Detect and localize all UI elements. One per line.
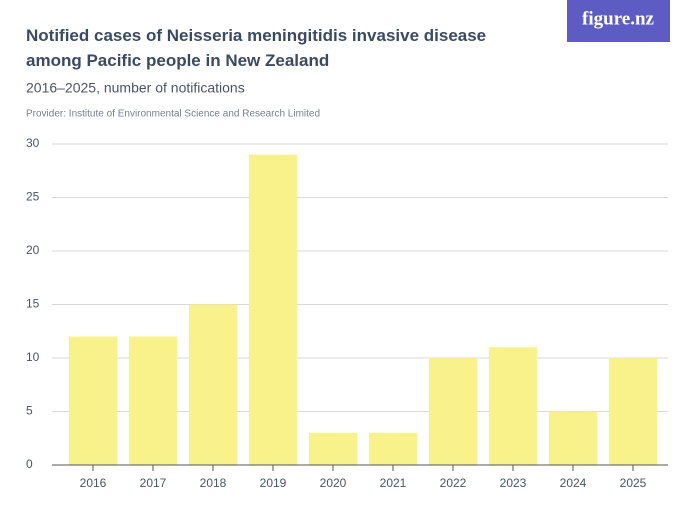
bar [489, 347, 537, 465]
y-tick-label: 30 [26, 136, 40, 150]
x-tick-label: 2017 [140, 476, 167, 490]
y-tick-label: 20 [26, 243, 40, 257]
y-tick-label: 10 [26, 350, 40, 364]
chart-subtitle: 2016–2025, number of notifications [26, 80, 245, 96]
bar [189, 304, 237, 465]
bar [129, 336, 177, 465]
x-tick-label: 2021 [380, 476, 407, 490]
x-tick-label: 2019 [260, 476, 287, 490]
y-tick-label: 5 [26, 404, 33, 418]
bar [429, 358, 477, 465]
provider: Provider: Institute of Environmental Sci… [26, 109, 320, 120]
x-tick-label: 2020 [320, 476, 347, 490]
bar [369, 432, 417, 465]
logo: figure.nz [582, 8, 655, 29]
logo-box [567, 0, 670, 42]
x-tick-label: 2024 [560, 476, 587, 490]
y-tick-label: 15 [26, 297, 40, 311]
x-tick-label: 2022 [440, 476, 467, 490]
x-tick-label: 2023 [500, 476, 527, 490]
bar [249, 154, 297, 465]
y-tick-label: 25 [26, 190, 40, 204]
bar [609, 358, 657, 465]
y-tick-label: 0 [26, 457, 33, 471]
x-tick-label: 2016 [80, 476, 107, 490]
bar [69, 336, 117, 465]
chart-title: Notified cases of Neisseria meningitidis… [26, 26, 486, 70]
bar [549, 411, 597, 465]
x-tick-label: 2025 [620, 476, 647, 490]
bar [309, 432, 357, 465]
x-tick-label: 2018 [200, 476, 227, 490]
